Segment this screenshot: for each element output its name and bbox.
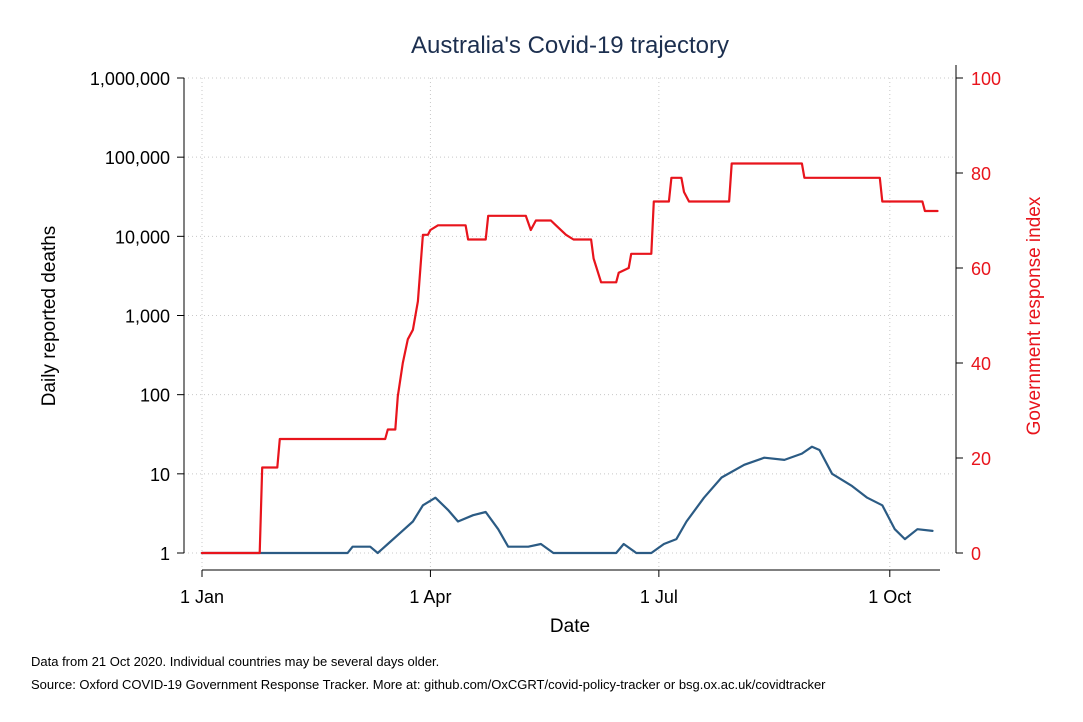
y-right-tick-label: 60 <box>971 259 991 279</box>
x-tick-label: 1 Apr <box>409 587 451 607</box>
note-source: Source: Oxford COVID-19 Government Respo… <box>31 677 826 692</box>
x-ticks: 1 Jan 1 Apr 1 Jul 1 Oct <box>180 570 911 607</box>
series-line-response-index <box>200 162 939 555</box>
y-right-tick-label: 0 <box>971 544 981 564</box>
plot-frame <box>184 65 956 570</box>
y-right-tick-label: 20 <box>971 449 991 469</box>
x-axis-label: Date <box>550 616 590 637</box>
series-line-daily-deaths <box>200 445 934 555</box>
x-tick-label: 1 Jul <box>640 587 678 607</box>
y-left-tick-label: 1,000 <box>125 307 170 327</box>
y-left-ticks: 1 10 100 1,000 10,000 100,000 1,000,000 <box>90 69 184 564</box>
y-left-tick-label: 100,000 <box>105 148 170 168</box>
y-right-tick-label: 80 <box>971 164 991 184</box>
y-right-axis-label: Government response index <box>1024 196 1045 435</box>
x-tick-label: 1 Oct <box>868 587 911 607</box>
y-right-tick-label: 40 <box>971 354 991 374</box>
y-left-tick-label: 100 <box>140 386 170 406</box>
grid-lines <box>184 77 956 570</box>
x-tick-label: 1 Jan <box>180 587 224 607</box>
chart-title: Australia's Covid-19 trajectory <box>411 32 729 59</box>
y-right-ticks: 0 20 40 60 80 100 <box>956 69 1001 564</box>
y-left-tick-label: 10 <box>150 465 170 485</box>
series-lines <box>200 162 939 555</box>
y-left-tick-label: 10,000 <box>115 227 170 247</box>
y-right-tick-label: 100 <box>971 69 1001 89</box>
y-left-tick-label: 1 <box>160 544 170 564</box>
y-left-axis-label: Daily reported deaths <box>39 226 60 407</box>
note-data-date: Data from 21 Oct 2020. Individual countr… <box>31 654 440 669</box>
y-left-tick-label: 1,000,000 <box>90 69 170 89</box>
